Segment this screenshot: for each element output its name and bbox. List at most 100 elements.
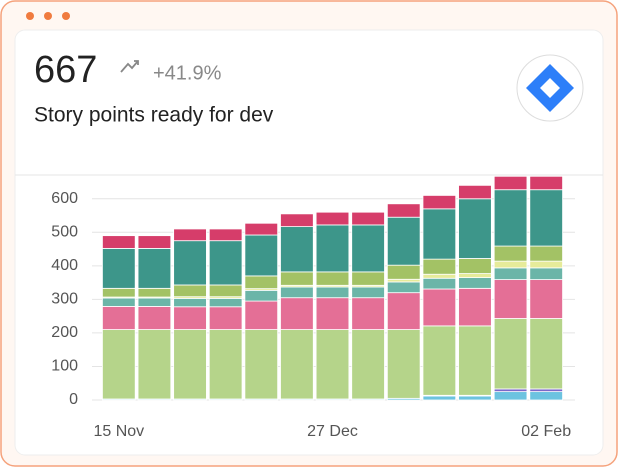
metric: 667 xyxy=(34,49,97,91)
bar-segment xyxy=(244,300,279,330)
bar-segment xyxy=(422,277,457,290)
bar-segment xyxy=(173,306,207,330)
bar-segment xyxy=(493,175,528,191)
bar-segment xyxy=(137,306,172,330)
bar-segment xyxy=(208,297,243,308)
bar-segment xyxy=(529,318,563,390)
bar-segment xyxy=(102,248,136,289)
y-tick-label: 300 xyxy=(51,291,78,308)
bar-segment xyxy=(386,278,421,283)
bar-segment xyxy=(493,245,528,262)
bar-segment xyxy=(137,329,172,400)
bar-segment xyxy=(351,329,385,400)
bar-segment xyxy=(458,184,492,200)
bar-segment xyxy=(315,297,350,330)
dot xyxy=(26,12,34,20)
bar-segment xyxy=(458,198,492,259)
bar-segment xyxy=(315,224,350,273)
bar-segment xyxy=(173,240,207,286)
bar-segment xyxy=(422,288,457,327)
y-tick-label: 200 xyxy=(51,324,78,341)
bar-segment xyxy=(351,224,385,273)
bar-segment xyxy=(137,287,172,298)
bar-segment xyxy=(351,286,385,299)
bar-segment xyxy=(386,329,421,399)
bar-segment xyxy=(386,281,421,294)
bar-segment xyxy=(102,306,136,330)
bar-segment xyxy=(386,203,421,218)
bar-segment xyxy=(529,267,563,280)
bar-segment xyxy=(315,329,350,400)
bar-segment xyxy=(102,287,136,298)
x-tick-label: 02 Feb xyxy=(521,423,571,440)
dot xyxy=(44,12,52,20)
bar-segment xyxy=(422,273,457,279)
bar-segment xyxy=(280,226,314,273)
bar-segment xyxy=(529,388,563,393)
bar-segment xyxy=(458,395,492,401)
bar-segment xyxy=(458,287,492,327)
bar-segment xyxy=(102,235,136,249)
bar-segment xyxy=(280,213,314,228)
bar-segment xyxy=(529,175,563,191)
x-tick-label: 15 Nov xyxy=(93,423,144,440)
y-tick-label: 600 xyxy=(51,190,78,207)
bar-segment xyxy=(137,235,172,249)
bar-segment xyxy=(315,286,350,299)
bar-segment xyxy=(493,279,528,319)
bar-segment xyxy=(173,284,207,298)
y-tick-label: 100 xyxy=(51,358,78,375)
bar-segment xyxy=(280,297,314,330)
bar-segment xyxy=(244,234,279,277)
bar-segment xyxy=(422,208,457,260)
bar-segment xyxy=(173,329,207,400)
bar-segment xyxy=(529,279,563,319)
y-tick-label: 400 xyxy=(51,257,78,274)
bar-segment xyxy=(137,248,172,289)
bar-segment xyxy=(422,195,457,210)
bar-segment xyxy=(280,271,314,286)
bar-segment xyxy=(529,391,563,401)
bar-segment xyxy=(458,277,492,289)
bar-segment xyxy=(244,329,279,400)
bar-segment xyxy=(529,189,563,247)
bar-segment xyxy=(386,264,421,280)
bar-segment xyxy=(137,297,172,307)
bar-segment xyxy=(351,297,385,330)
bar-segment xyxy=(386,292,421,330)
bar-segment xyxy=(458,258,492,274)
bar-segment xyxy=(422,325,457,396)
x-tick-label: 27 Dec xyxy=(307,423,358,440)
bar-segment xyxy=(173,228,207,242)
bar-segment xyxy=(208,329,243,400)
bar-segment xyxy=(493,189,528,247)
bar-segment xyxy=(529,245,563,262)
bar-segment xyxy=(208,240,243,286)
bar-segment xyxy=(422,258,457,275)
bar-segment xyxy=(529,260,563,269)
subtitle: Story points ready for dev xyxy=(34,104,274,127)
bar-segment xyxy=(493,260,528,269)
bar-segment xyxy=(493,391,528,401)
bar-segment xyxy=(315,271,350,286)
change: +41.9% xyxy=(153,62,222,84)
bar-segment xyxy=(244,222,279,236)
bar-segment xyxy=(208,306,243,330)
bar-segment xyxy=(351,211,385,226)
bar-segment xyxy=(173,297,207,308)
bar-segment xyxy=(458,273,492,278)
bar-segment xyxy=(315,211,350,226)
y-tick-label: 500 xyxy=(51,224,78,241)
bar-segment xyxy=(280,286,314,299)
bar-segment xyxy=(244,275,279,290)
bar-segment xyxy=(493,318,528,390)
bar-segment xyxy=(351,271,385,286)
bar-segment xyxy=(280,329,314,400)
bar-segment xyxy=(102,297,136,307)
jira-logo xyxy=(526,64,574,112)
bar-segment xyxy=(208,228,243,242)
bar-segment xyxy=(208,284,243,298)
bar-segment xyxy=(386,216,421,266)
bar-segment xyxy=(244,289,279,302)
